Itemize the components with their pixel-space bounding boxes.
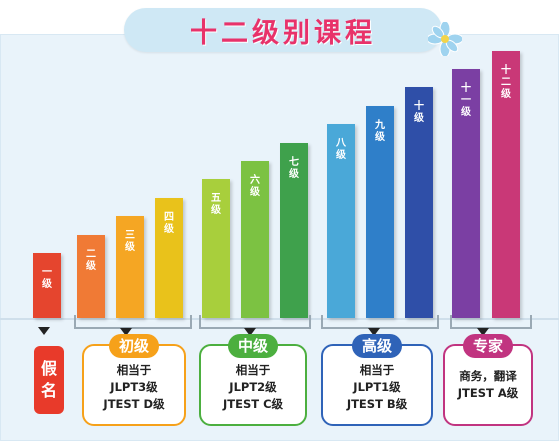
level-desc-advanced: 相当于 JLPT1级 JTEST B级 [323, 362, 431, 413]
arrow-kana [38, 327, 50, 335]
arrow-advanced [368, 328, 380, 336]
level-bar-label: 六级 [250, 175, 260, 198]
desc-line: 相当于 [235, 363, 271, 377]
level-bar-label: 四级 [164, 212, 174, 235]
arrow-beginner [120, 328, 132, 336]
desc-line: JTEST B级 [346, 397, 408, 411]
level-bar: 二级 [77, 235, 105, 318]
bracket-intermediate [199, 315, 311, 329]
page-title: 十二级别课程 [190, 17, 376, 49]
desc-line: JTEST D级 [103, 397, 165, 411]
level-bar: 六级 [241, 161, 269, 318]
level-bar: 十一级 [452, 69, 480, 318]
level-card-advanced: 高级 相当于 JLPT1级 JTEST B级 [321, 334, 433, 426]
desc-line: JLPT2级 [229, 380, 277, 394]
desc-line: JTEST A级 [457, 386, 519, 400]
level-tag-expert: 专家 [462, 334, 514, 358]
level-bar-label: 七级 [289, 157, 299, 180]
level-bar-label: 十一级 [461, 83, 471, 118]
level-bar: 一级 [33, 253, 61, 318]
level-desc-beginner: 相当于 JLPT3级 JTEST D级 [84, 362, 184, 413]
desc-line: 商务，翻译 [459, 369, 517, 383]
level-bar: 五级 [202, 179, 230, 318]
level-bar-label: 十级 [414, 101, 424, 124]
level-bar-label: 五级 [211, 193, 221, 216]
level-bar: 四级 [155, 198, 183, 318]
level-tag-beginner: 初级 [108, 334, 160, 358]
bracket-beginner [74, 315, 192, 329]
level-desc-expert: 商务，翻译 JTEST A级 [445, 368, 531, 402]
desc-line: 相当于 [359, 363, 395, 377]
bracket-expert [450, 315, 532, 329]
level-bar: 九级 [366, 106, 394, 318]
title-banner: 十二级别课程 [124, 8, 442, 52]
kana-label: 假名 [40, 359, 57, 400]
level-tag-advanced: 高级 [351, 334, 403, 358]
desc-line: JLPT3级 [110, 380, 158, 394]
level-bar-label: 二级 [86, 249, 96, 272]
level-tag-intermediate: 中级 [227, 334, 279, 358]
level-card-beginner: 初级 相当于 JLPT3级 JTEST D级 [82, 334, 186, 426]
level-bar: 七级 [280, 143, 308, 318]
level-bar: 八级 [327, 124, 355, 318]
flower-icon [428, 22, 462, 56]
level-bar-label: 十二级 [501, 65, 511, 100]
level-card-expert: 专家 商务，翻译 JTEST A级 [443, 334, 533, 426]
level-bar: 三级 [116, 216, 144, 318]
level-bar-label: 一级 [42, 267, 52, 290]
level-bar-label: 九级 [375, 120, 385, 143]
kana-badge: 假名 [34, 346, 64, 414]
level-bar: 十级 [405, 87, 433, 318]
desc-line: JLPT1级 [353, 380, 401, 394]
level-desc-intermediate: 相当于 JLPT2级 JTEST C级 [201, 362, 305, 413]
level-bar-label: 三级 [125, 230, 135, 253]
level-bar-label: 八级 [336, 138, 346, 161]
bracket-advanced [321, 315, 439, 329]
level-bar: 十二级 [492, 51, 520, 318]
level-card-intermediate: 中级 相当于 JLPT2级 JTEST C级 [199, 334, 307, 426]
arrow-expert [477, 328, 489, 336]
arrow-intermediate [244, 328, 256, 336]
baseline [0, 318, 559, 320]
desc-line: JTEST C级 [222, 397, 284, 411]
desc-line: 相当于 [116, 363, 152, 377]
